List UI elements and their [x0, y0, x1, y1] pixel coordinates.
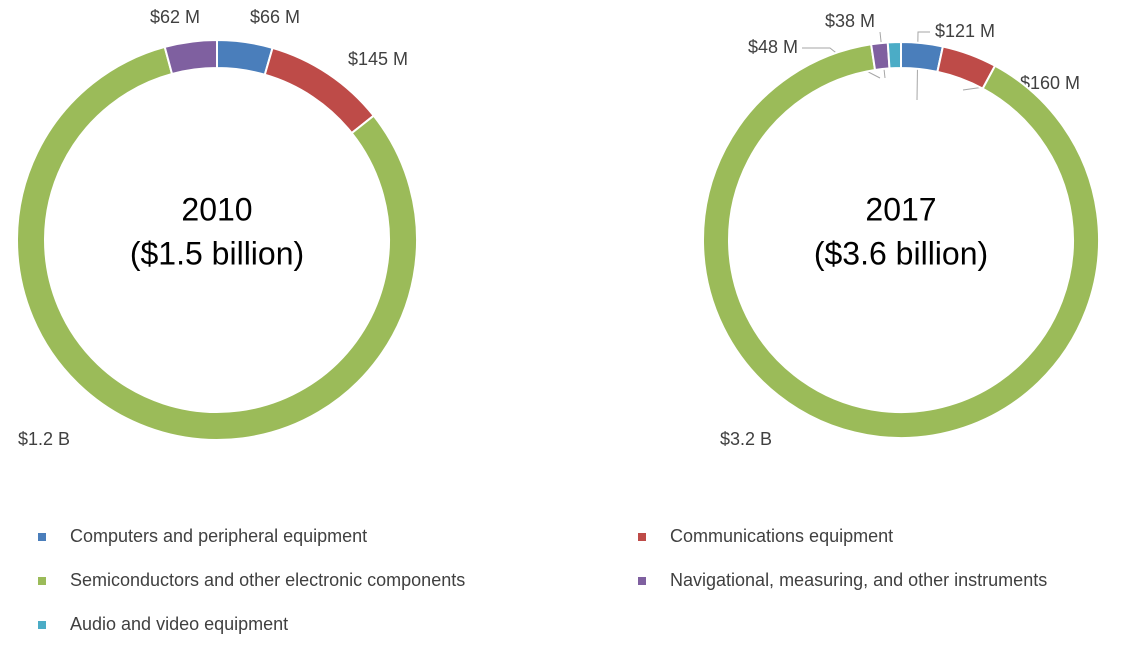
legend-swatch: [638, 533, 646, 541]
legend-swatch: [638, 577, 646, 585]
value-label: $38 M: [825, 11, 875, 31]
legend-label: Semiconductors and other electronic comp…: [70, 570, 465, 590]
center-label: ($1.5 billion): [130, 235, 304, 271]
legend-swatch: [38, 533, 46, 541]
leader-line: [916, 31, 930, 101]
legend-label: Computers and peripheral equipment: [70, 526, 367, 546]
legend-label: Audio and video equipment: [70, 614, 288, 634]
donut-segment: [16, 45, 418, 441]
center-label: ($3.6 billion): [814, 235, 988, 271]
value-label: $62 M: [150, 7, 200, 27]
donut-segment: [869, 41, 891, 72]
value-label: $66 M: [250, 7, 300, 27]
value-label: $3.2 B: [720, 429, 772, 449]
donut-segment: [216, 38, 274, 77]
value-label: $1.2 B: [18, 429, 70, 449]
center-label: 2010: [181, 191, 252, 227]
value-label: $121 M: [935, 21, 995, 41]
value-label: $48 M: [748, 37, 798, 57]
legend-label: Communications equipment: [670, 526, 893, 546]
legend-swatch: [38, 577, 46, 585]
legend-label: Navigational, measuring, and other instr…: [670, 570, 1047, 590]
value-label: $160 M: [1020, 73, 1080, 93]
donut-segment: [702, 43, 1100, 439]
center-label: 2017: [865, 191, 936, 227]
value-label: $145 M: [348, 49, 408, 69]
donut-segment: [163, 38, 218, 76]
legend-swatch: [38, 621, 46, 629]
donut-segment: [886, 40, 902, 70]
donut-segment: [900, 40, 945, 74]
